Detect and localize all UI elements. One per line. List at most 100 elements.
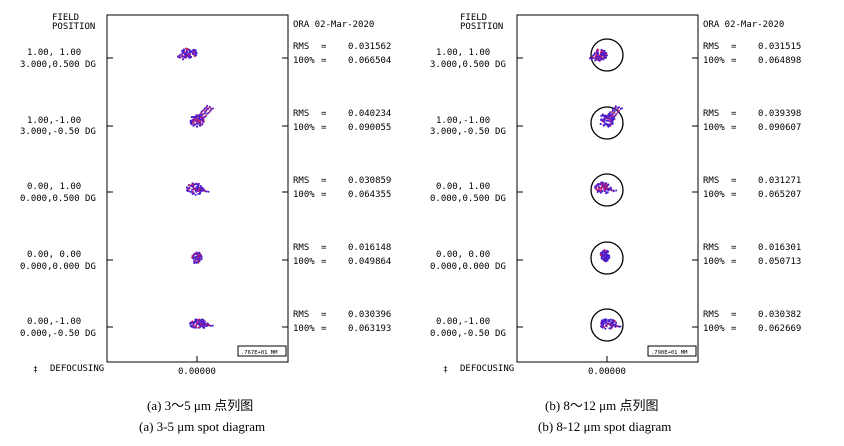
spot-point (183, 56, 186, 59)
spot-point (197, 192, 200, 196)
spot-point (602, 319, 605, 322)
spot-point (199, 322, 202, 325)
spot-point (605, 53, 608, 56)
spot-point (191, 185, 194, 188)
spot-point (621, 107, 623, 110)
equals-sign: = (731, 123, 737, 133)
equals-sign: = (321, 42, 327, 52)
spot-point (607, 188, 610, 191)
spot-point (608, 115, 611, 118)
spot-point (609, 111, 611, 114)
corner-mark: ‡ (33, 365, 38, 374)
spot-point (602, 257, 605, 260)
rms-value: 0.039398 (758, 109, 801, 119)
field-header-line2: POSITION (52, 22, 95, 32)
spot-point (190, 324, 193, 327)
rms-value: 0.030382 (758, 310, 801, 320)
spot-point (187, 54, 190, 57)
spot-point (193, 321, 196, 324)
spot-point (606, 191, 609, 194)
spot-point (614, 105, 617, 108)
spot-point (194, 187, 197, 190)
spot-point (190, 50, 193, 53)
spot-point (610, 115, 613, 118)
spot-point (201, 318, 204, 321)
field-label-line1: 0.00,-1.00 (436, 317, 490, 327)
spot-point (189, 190, 193, 193)
equals-sign: = (731, 310, 737, 320)
spot-point (191, 192, 194, 196)
field-label-line1: 1.00, 1.00 (27, 48, 81, 58)
spot-point (190, 116, 193, 119)
hundred-key: 100% (293, 257, 315, 267)
spot-point (205, 190, 208, 193)
spot-point (604, 257, 607, 260)
spot-point (613, 111, 616, 114)
spot-point (188, 48, 191, 52)
spot-point (607, 124, 610, 127)
spot-point (603, 186, 606, 189)
equals-sign: = (731, 56, 737, 66)
spot-point (618, 109, 621, 112)
spot-point (195, 318, 198, 321)
equals-sign: = (321, 176, 327, 186)
field-label-line2: 0.000,0.000 DG (430, 262, 506, 272)
spot-cluster (185, 182, 210, 196)
spot-point (201, 189, 204, 192)
spot-point (207, 112, 210, 115)
hundred-value: 0.049864 (348, 257, 391, 267)
spot-point (603, 118, 606, 121)
spot-point (188, 186, 191, 189)
rms-key: RMS (293, 109, 309, 119)
field-header-line2: POSITION (460, 22, 503, 32)
hundred-value: 0.065207 (758, 190, 801, 200)
spot-point (186, 55, 188, 58)
spot-point (609, 188, 612, 191)
spot-point (598, 187, 601, 190)
panel-a: FIELD POSITION ORA 02-Mar-2020 1.00, 1.0… (20, 13, 391, 377)
airy-disk-circle (590, 241, 624, 275)
hundred-key: 100% (703, 257, 725, 267)
spot-point (616, 325, 619, 328)
equals-sign: = (731, 176, 737, 186)
spot-point (196, 321, 199, 324)
spot-point (200, 258, 203, 261)
spot-point (613, 190, 615, 193)
spot-point (188, 55, 191, 59)
equals-sign: = (731, 257, 737, 267)
equals-sign: = (321, 123, 327, 133)
rms-value: 0.031515 (758, 42, 801, 52)
panel-b: FIELD POSITION ORA 02-Mar-2020 1.00, 1.0… (430, 13, 801, 377)
hundred-key: 100% (293, 56, 315, 66)
spot-point (597, 56, 600, 59)
spot-point (603, 188, 606, 191)
left-ticks (107, 57, 113, 328)
corner-mark: ‡ (443, 365, 448, 374)
defocusing-label: DEFOCUSING (460, 364, 514, 374)
hundred-key: 100% (293, 190, 315, 200)
spot-point (178, 56, 181, 59)
spot-point (199, 253, 202, 256)
spot-cluster (189, 318, 214, 329)
rms-key: RMS (703, 109, 719, 119)
spot-point (193, 261, 197, 264)
spot-point (610, 321, 613, 324)
rms-key: RMS (703, 42, 719, 52)
spot-point (601, 120, 604, 123)
caption-a-english: (a) 3-5 μm spot diagram (139, 419, 266, 434)
spot-point (600, 182, 603, 186)
caption-b-chinese: (b) 8～12 μm 点列图 (545, 398, 659, 413)
spot-point (185, 50, 188, 54)
spot-point (606, 251, 609, 254)
spot-point (607, 119, 610, 122)
rms-key: RMS (293, 243, 309, 253)
spot-point (603, 252, 606, 255)
hundred-value: 0.064898 (758, 56, 801, 66)
spot-point (194, 252, 197, 255)
rms-block: RMS = 0.031562 100% = 0.066504 RMS = 0.0… (293, 42, 391, 334)
spot-point (199, 184, 202, 187)
rms-value: 0.040234 (348, 109, 391, 119)
hundred-value: 0.062669 (758, 324, 801, 334)
spot-point (195, 122, 199, 125)
